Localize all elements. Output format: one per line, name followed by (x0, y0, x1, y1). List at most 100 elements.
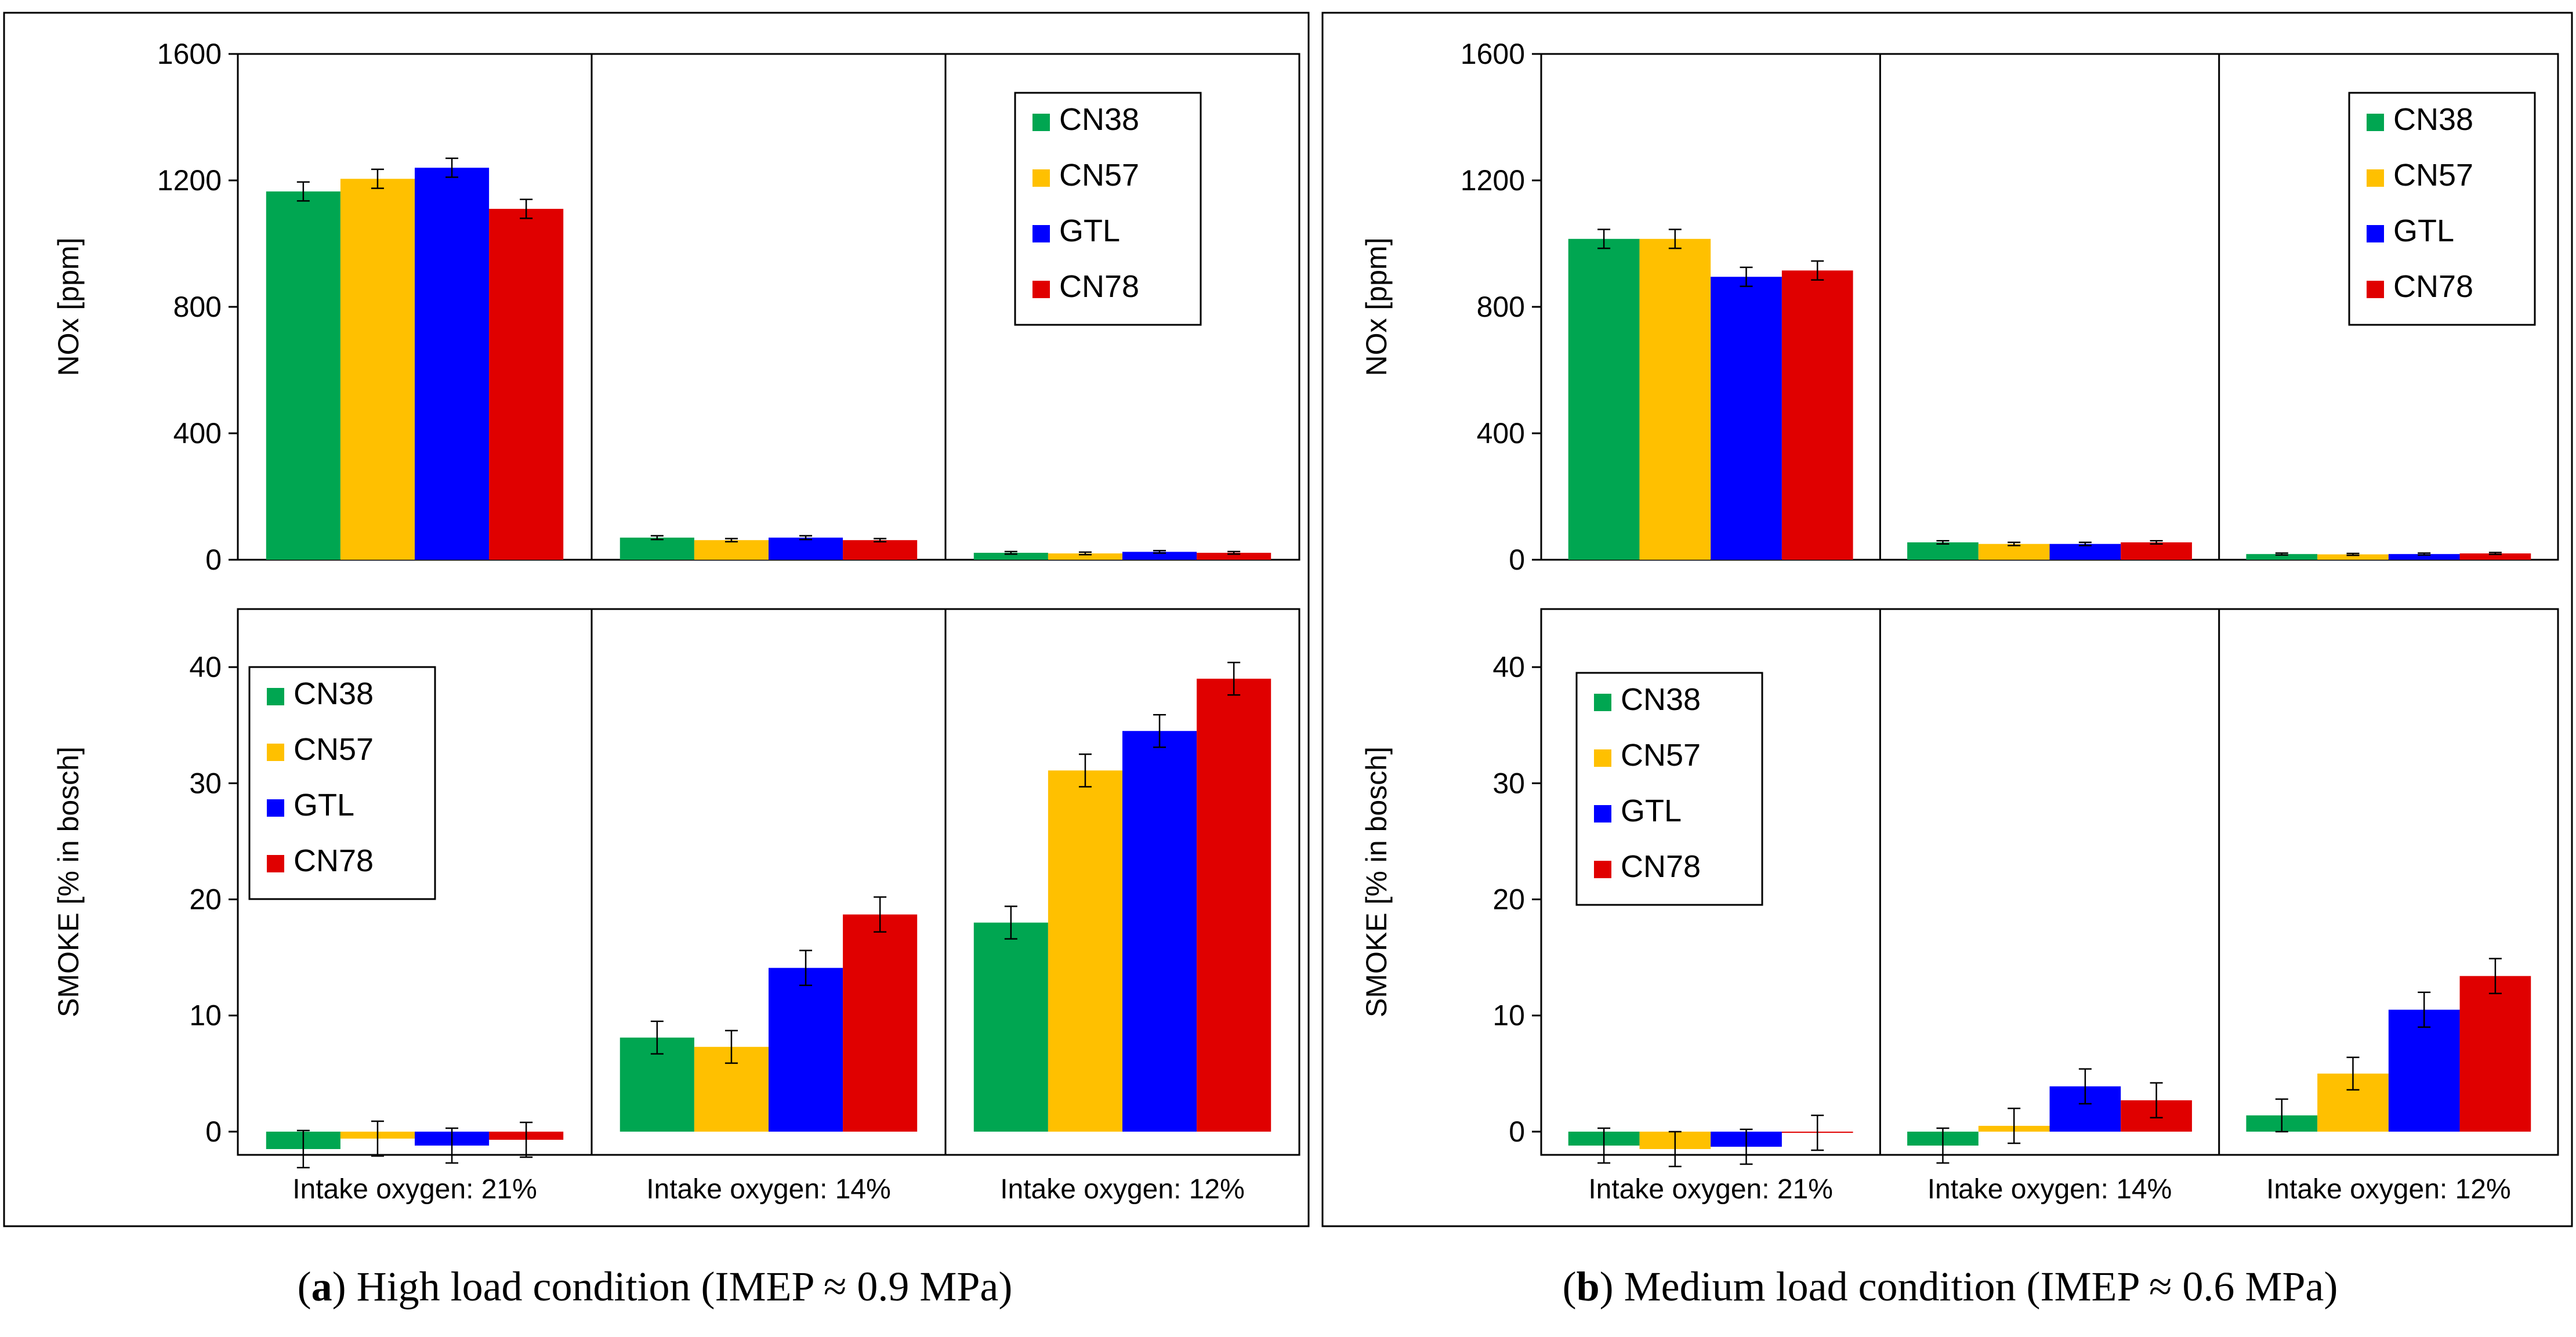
legend-swatch-cn57 (267, 744, 284, 761)
bar-cn78 (2121, 542, 2192, 560)
y-tick-label: 400 (1477, 417, 1525, 450)
y-axis-label: NOx [ppm] (1360, 238, 1393, 376)
bar-cn78 (2459, 553, 2531, 560)
bar-cn78 (843, 540, 918, 560)
y-tick-label: 40 (1492, 651, 1525, 683)
legend-swatch-gtl (1032, 225, 1050, 242)
y-tick-label: 20 (1492, 883, 1525, 916)
legend-swatch-gtl (1594, 805, 1611, 823)
y-tick-label: 0 (205, 544, 222, 576)
category-label: Intake oxygen: 12% (1000, 1174, 1245, 1205)
legend-swatch-cn78 (2367, 281, 2384, 298)
legend-label: CN78 (1059, 269, 1139, 304)
y-tick-label: 0 (205, 1115, 222, 1148)
y-tick-label: 1600 (1461, 38, 1525, 70)
legend: CN38 CN57 GTL CN78 (2348, 92, 2536, 326)
caption-letter: a (311, 1263, 332, 1310)
bar-cn38 (266, 191, 340, 560)
y-tick-label: 30 (1492, 767, 1525, 799)
legend-label: CN38 (2393, 102, 2473, 137)
bar-gtl (769, 968, 843, 1132)
bar-cn38 (973, 553, 1048, 560)
bar-cn38 (619, 537, 694, 560)
category-label: Intake oxygen: 21% (1588, 1174, 1833, 1205)
category-label: Intake oxygen: 12% (2266, 1174, 2511, 1205)
bar-cn57 (1048, 553, 1122, 560)
y-tick-label: 0 (1509, 544, 1525, 576)
bar-cn78 (1197, 553, 1271, 560)
caption-paren: ( (298, 1263, 311, 1310)
y-tick-label: 10 (189, 999, 222, 1032)
legend-label: CN57 (294, 732, 374, 767)
y-tick-label: 20 (189, 883, 222, 916)
y-tick-label: 800 (173, 291, 222, 323)
legend-swatch-cn38 (267, 688, 284, 705)
y-tick-label: 40 (189, 651, 222, 683)
panel-frame (1321, 12, 2573, 1227)
bar-cn38 (1907, 542, 1979, 560)
legend-swatch-cn78 (267, 855, 284, 872)
category-label: Intake oxygen: 14% (646, 1174, 891, 1205)
legend: CN38 CN57 GTL CN78 (1575, 672, 1763, 906)
legend-swatch-cn57 (1032, 169, 1050, 187)
legend-label: CN38 (1621, 682, 1701, 717)
legend-swatch-cn57 (2367, 169, 2384, 187)
panel-b: 0 400 800 1200 1600 NOx [ppm] CN38 CN57 GTL CN78 0… (1321, 12, 2573, 1310)
legend-label: CN78 (2393, 269, 2473, 304)
legend-label: CN78 (294, 843, 374, 878)
legend-label: CN57 (1059, 158, 1139, 193)
top-subplot: 0 400 800 1200 1600 NOx [ppm] CN38 CN57 GTL CN78 (52, 38, 1300, 576)
y-tick-label: 1200 (157, 164, 222, 197)
y-tick-label: 400 (173, 417, 222, 450)
y-axis-label: SMOKE [% in bosch] (52, 747, 85, 1017)
panel-caption: (b) Medium load condition (IMEP ≈ 0.6 MP… (1563, 1263, 2338, 1310)
bar-cn78 (1197, 679, 1271, 1132)
top-subplot: 0 400 800 1200 1600 NOx [ppm] CN38 CN57 GTL CN78 (1360, 38, 2559, 576)
y-axis-label: NOx [ppm] (52, 238, 85, 376)
category-label: Intake oxygen: 14% (1928, 1174, 2172, 1205)
legend-label: GTL (1621, 793, 1682, 828)
legend-label: GTL (1059, 213, 1120, 248)
legend-swatch-cn78 (1594, 861, 1611, 878)
caption-text: ) High load condition (IMEP ≈ 0.9 MPa) (332, 1263, 1013, 1310)
legend-label: CN57 (1621, 738, 1701, 773)
bar-cn38 (2246, 554, 2318, 560)
bar-gtl (2388, 554, 2460, 560)
bar-cn78 (2459, 976, 2531, 1132)
bar-gtl (1122, 552, 1197, 560)
y-tick-label: 800 (1477, 291, 1525, 323)
panel-frame (3, 12, 1310, 1227)
legend-swatch-cn38 (1594, 694, 1611, 711)
y-axis-label: SMOKE [% in bosch] (1360, 747, 1393, 1017)
legend: CN38 CN57 GTL CN78 (248, 666, 436, 900)
bar-gtl (2049, 544, 2121, 560)
bar-cn57 (2317, 554, 2389, 560)
bar-cn78 (1781, 270, 1853, 560)
bar-cn78 (489, 209, 564, 560)
y-tick-label: 1200 (1461, 164, 1525, 197)
legend-label: CN38 (1059, 102, 1139, 137)
caption-letter: b (1577, 1263, 1600, 1310)
bar-gtl (1711, 277, 1782, 560)
y-tick-label: 1600 (157, 38, 222, 70)
legend-swatch-cn57 (1594, 749, 1611, 767)
caption-paren: ( (1563, 1263, 1577, 1310)
legend-swatch-cn38 (2367, 114, 2384, 131)
plot-area (237, 608, 1300, 1156)
panel-caption: (a) High load condition (IMEP ≈ 0.9 MPa) (298, 1263, 1013, 1310)
caption-text: ) Medium load condition (IMEP ≈ 0.6 MPa) (1600, 1263, 2338, 1310)
bar-cn57 (1639, 238, 1711, 560)
bar-cn57 (340, 179, 415, 560)
legend-label: CN57 (2393, 158, 2473, 193)
legend-swatch-cn78 (1032, 281, 1050, 298)
bar-cn57 (1048, 770, 1122, 1132)
bar-cn38 (973, 922, 1048, 1132)
bar-gtl (2388, 1009, 2460, 1132)
y-tick-label: 0 (1509, 1115, 1525, 1148)
legend-label: CN38 (294, 676, 374, 711)
